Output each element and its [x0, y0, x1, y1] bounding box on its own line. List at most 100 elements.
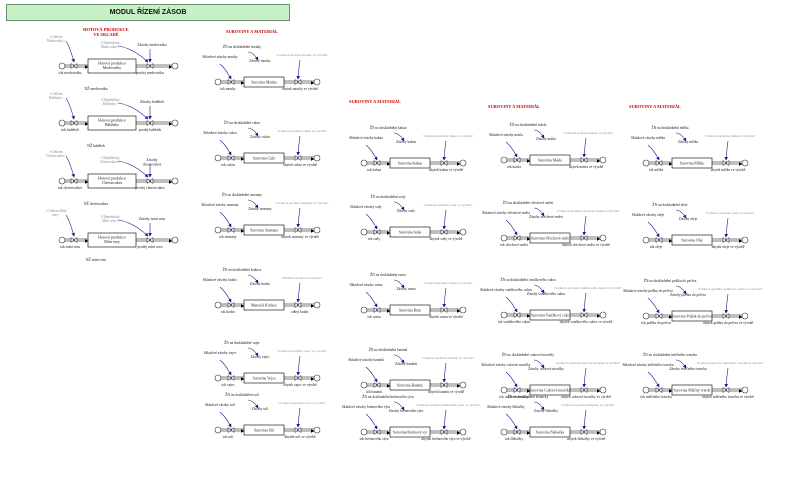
link-arrow: [296, 135, 301, 156]
valve-icon: [580, 386, 588, 394]
level-label: Zásoby vajec: [250, 355, 269, 359]
source-cloud-icon: [500, 234, 508, 242]
material-chain: Surovina Smetana tok smetany úbytek smetan…: [201, 192, 329, 239]
source-cloud-icon: [360, 228, 368, 236]
link-arrow: [117, 45, 149, 63]
valve-icon: [655, 159, 663, 167]
order-label: ŽN na doskladnění rumu: [370, 272, 406, 277]
link-arrow: [582, 292, 587, 313]
material-stock: [529, 154, 571, 166]
valve-icon: [440, 381, 448, 389]
material-stock: [389, 226, 431, 238]
material-stock: [243, 152, 285, 164]
shadow-variable: <Celková spotřeba cukru ve výrobě>: [277, 129, 327, 133]
material-stock: [389, 157, 431, 169]
link-arrow: [647, 144, 660, 161]
inflow-label: tok babětek: [61, 128, 79, 132]
inflow-label: tok kakaa: [367, 168, 381, 172]
source-cloud-icon: [360, 159, 368, 167]
level-label: Zásoby krabic: [250, 282, 271, 286]
source-cloud-icon: [313, 426, 321, 434]
shadow-variable: <Celková spotřeba mléka ve výrobě>: [705, 134, 756, 138]
level-label: Zásoby cheesecakes: [143, 158, 162, 166]
model-title: MODUL ŘÍZENÍ ZÁSOB: [6, 4, 290, 21]
link-arrow: [724, 217, 729, 238]
inflow-label: tok smetany: [219, 235, 237, 239]
source-cloud-icon: [58, 119, 66, 127]
section-header: SUROVINY A MATERIÁL: [349, 99, 401, 104]
order-label: ŽN na doskladnění prášku do pečiva: [644, 278, 697, 283]
shadow-variable: <Celkem Báběnky>: [49, 92, 64, 100]
material-stock-label: Surovina Mléčný tvaroh: [674, 389, 711, 393]
shadow-variable: <Celková spotřeba smetany ve výrobě>: [275, 201, 329, 205]
inflow-label: tok banánů: [366, 389, 382, 394]
source-cloud-icon: [313, 226, 321, 234]
shadow-variable: <Objednávky Cheesecakes>: [100, 156, 120, 164]
inflow-label: tok vajec: [221, 383, 234, 387]
shadow-variable: <Objednávky Mini rezy>: [100, 215, 120, 223]
material-chain: Surovina Kakao tok kakaa úbytek kakaa ve v…: [349, 125, 473, 172]
valve-icon: [294, 426, 302, 434]
link-arrow: [442, 409, 447, 430]
valve-icon: [227, 154, 235, 162]
source-cloud-icon: [360, 381, 368, 389]
outflow-label: úbytek másla ve výrobě: [569, 165, 604, 169]
level-label: Zásoby cukru: [250, 135, 270, 139]
level-label: Zásoby mini rezu: [139, 217, 166, 221]
valve-icon: [294, 226, 302, 234]
material-chain: Surovina Sůl tok soli úbytek soli ve výrob…: [205, 392, 326, 439]
valve-icon: [373, 428, 381, 436]
source-cloud-icon: [500, 311, 508, 319]
material-stock: [243, 224, 285, 236]
valve-icon: [655, 312, 663, 320]
outflow-label: úbytek ořechové směsi ve výrobě: [562, 243, 611, 247]
shadow-variable: <Celková spotřeba banánů ve výrobě>: [422, 355, 474, 360]
outflow-label: úbytek vanilkového cukru ve výrobě: [560, 320, 613, 324]
level-label: Zásoby mléčného tvarohu: [669, 367, 707, 371]
shadow-variable: <Celková spotřeba prášku do pečiva ve vý…: [697, 287, 763, 291]
link-arrow: [219, 411, 232, 428]
outflow-label: úbytek krémového sýru ve výrobě: [421, 437, 471, 441]
source-cloud-icon: [313, 374, 321, 382]
order-label: ŽN na doskladnění smetany: [222, 192, 262, 197]
order-label: ŽN na doskladnění krabice: [223, 267, 262, 272]
shadow-variable: <Objednávky Báběnky>: [100, 98, 120, 106]
link-arrow: [533, 207, 545, 217]
lead-label: Skladové zásoby banánů: [348, 357, 384, 362]
order-label: ŽN na doskladnění vajec: [224, 340, 260, 345]
order-label: ŽN na doskladnění kakaa: [370, 125, 407, 130]
link-arrow: [65, 214, 75, 237]
outflow-label: úbytek rumu ve výrobě: [429, 315, 463, 319]
source-cloud-icon: [459, 306, 467, 314]
link-arrow: [247, 399, 259, 409]
lead-label: Skladové zásoby smetany: [201, 203, 238, 207]
material-stock-label: Materiál Krabice: [251, 304, 277, 308]
source-cloud-icon: [642, 236, 650, 244]
material-stock-label: Surovina Cukr: [253, 157, 276, 161]
link-arrow: [247, 347, 259, 357]
outflow-label: prodej mini rezu: [137, 245, 162, 249]
valve-icon: [722, 386, 730, 394]
lead-label: Skladové zásoby ořechové směsi: [482, 211, 529, 215]
link-arrow: [393, 132, 405, 142]
outflow-label: úbytek šlehačky ve výrobě: [567, 437, 606, 441]
link-arrow: [219, 211, 232, 228]
valve-icon: [70, 236, 78, 244]
link-arrow: [442, 362, 447, 383]
outflow-label: úbytek oleje ve výrobě: [712, 245, 745, 249]
shadow-variable: <Celková spotřeba krémového sýru ve výro…: [416, 403, 481, 407]
material-stock-label: Surovina Šlehačka: [536, 430, 565, 435]
level-label: Zásoby soli: [252, 407, 269, 411]
link-arrow: [533, 401, 545, 411]
link-arrow: [365, 291, 378, 308]
valve-icon: [440, 228, 448, 236]
inflow-label: tok cheesecakes: [58, 186, 83, 190]
material-chain: Surovina Vejce tok vajec úbytek vajec ve v…: [204, 340, 327, 387]
source-cloud-icon: [500, 428, 508, 436]
shadow-variable: <Celková spotřeba vajec ve výrobě>: [277, 349, 327, 353]
level-label: Zásoby šlehačky: [534, 409, 558, 413]
source-cloud-icon: [360, 428, 368, 436]
link-arrow: [724, 367, 729, 388]
source-cloud-icon: [58, 236, 66, 244]
order-label: ŽN na doskladnění mouky: [223, 44, 261, 49]
